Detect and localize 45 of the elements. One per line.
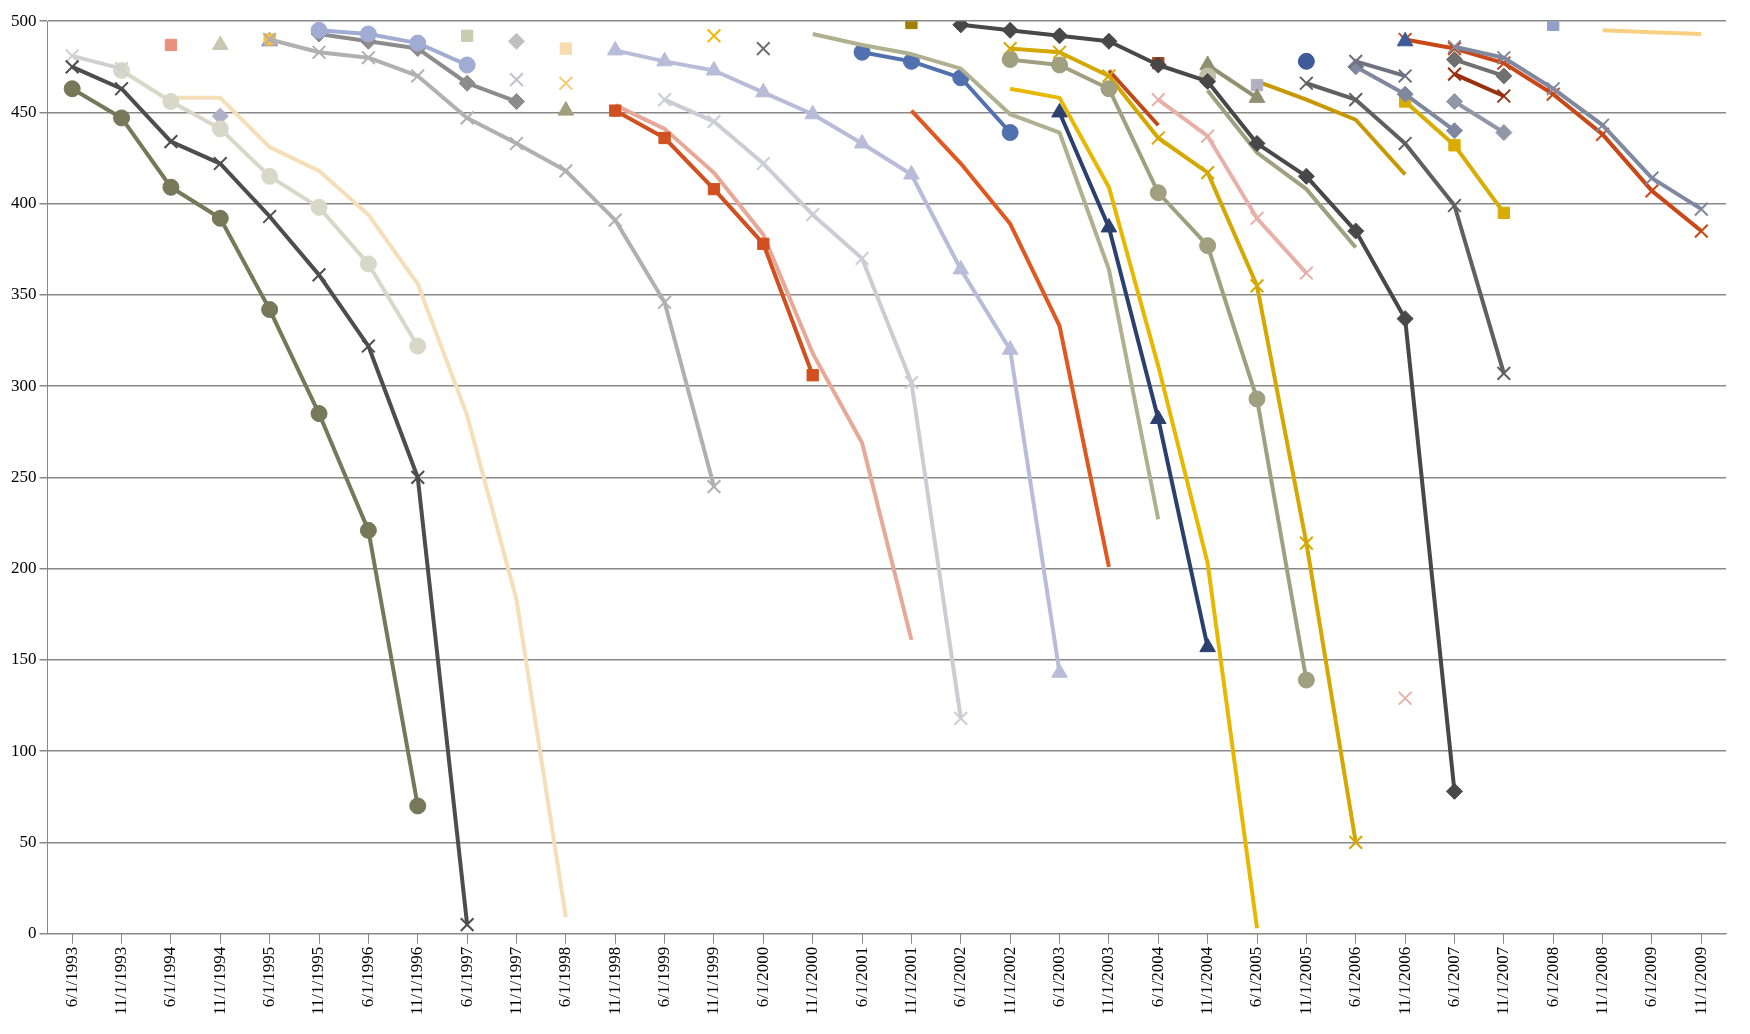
- x-tick-label: 11/1/2009: [1690, 946, 1710, 1016]
- x-tick-label: 6/1/1993: [61, 946, 81, 1008]
- x-tick-label: 6/1/2007: [1443, 946, 1463, 1008]
- x-tick-label: 11/1/2006: [1394, 946, 1414, 1016]
- x-tick-label: 11/1/2002: [999, 946, 1019, 1016]
- x-tick-label: 6/1/2004: [1147, 946, 1167, 1008]
- x-tick-label: 11/1/1997: [505, 946, 525, 1016]
- x-tick-label: 11/1/2008: [1592, 946, 1612, 1016]
- y-tick-label: 250: [11, 466, 37, 486]
- x-tick-label: 6/1/1996: [357, 946, 377, 1008]
- x-tick-label: 6/1/2008: [1542, 946, 1562, 1008]
- x-tick-label: 11/1/2005: [1295, 946, 1315, 1016]
- y-tick-label: 500: [11, 10, 37, 30]
- x-tick-label: 11/1/2004: [1197, 946, 1217, 1016]
- x-tick-label: 11/1/1996: [407, 946, 427, 1016]
- x-tick-label: 11/1/2001: [900, 946, 920, 1016]
- x-tick-label: 6/1/2006: [1345, 946, 1365, 1008]
- y-tick-label: 150: [11, 649, 37, 669]
- x-tick-label: 11/1/1993: [111, 946, 131, 1016]
- x-tick-label: 6/1/1999: [654, 946, 674, 1008]
- x-tick-label: 11/1/2000: [802, 946, 822, 1016]
- y-tick-label: 300: [11, 375, 37, 395]
- x-tick-label: 6/1/2003: [1049, 946, 1069, 1008]
- x-tick-label: 6/1/2002: [950, 946, 970, 1008]
- x-tick-label: 6/1/2005: [1246, 946, 1266, 1008]
- x-tick-label: 11/1/1994: [209, 946, 229, 1016]
- y-tick-label: 350: [11, 284, 37, 304]
- y-tick-label: 100: [11, 740, 37, 760]
- x-tick-label: 6/1/1995: [259, 946, 279, 1008]
- x-tick-label: 11/1/1999: [703, 946, 723, 1016]
- x-tick-label: 11/1/2003: [1098, 946, 1118, 1016]
- x-tick-label: 6/1/1994: [160, 946, 180, 1008]
- y-tick-label: 50: [19, 831, 37, 851]
- x-tick-label: 6/1/1998: [555, 946, 575, 1008]
- x-tick-label: 11/1/1995: [308, 946, 328, 1016]
- y-tick-label: 200: [11, 558, 37, 578]
- y-tick-label: 0: [28, 923, 37, 943]
- x-tick-label: 6/1/2001: [851, 946, 871, 1008]
- x-tick-label: 6/1/1997: [456, 946, 476, 1008]
- y-tick-label: 450: [11, 101, 37, 121]
- x-tick-label: 6/1/2000: [752, 946, 772, 1008]
- x-tick-label: 11/1/1998: [604, 946, 624, 1016]
- x-tick-label: 6/1/2009: [1641, 946, 1661, 1008]
- y-tick-label: 400: [11, 193, 37, 213]
- x-tick-label: 11/1/2007: [1493, 946, 1513, 1016]
